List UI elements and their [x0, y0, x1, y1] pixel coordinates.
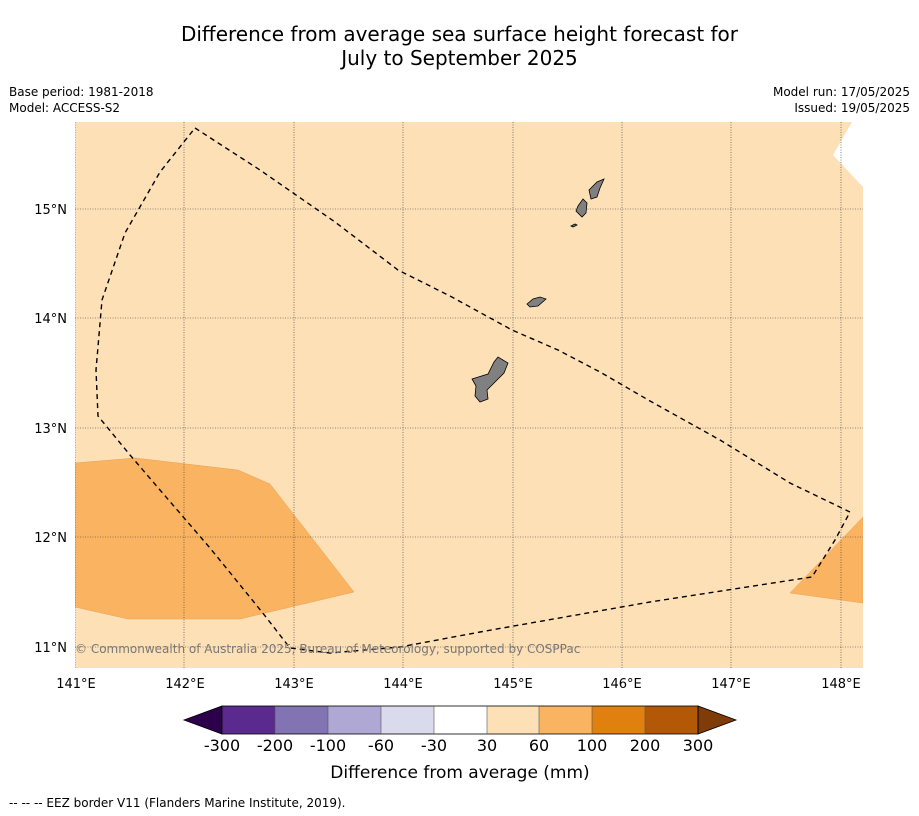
lat-label-11: 11°N [34, 641, 67, 656]
colorbar-tick-10: 300 [683, 736, 714, 755]
lon-label-141: 141°E [56, 677, 96, 692]
lon-label-144: 144°E [383, 677, 423, 692]
colorbar-tick-3: -100 [310, 736, 346, 755]
model-name: Model: ACCESS-S2 [9, 101, 121, 115]
copyright-notice: © Commonwealth of Australia 2025, Bureau… [75, 642, 580, 656]
map-title: Difference from average sea surface heig… [0, 22, 919, 70]
map-area: © Commonwealth of Australia 2025, Bureau… [75, 122, 863, 668]
colorbar-swatch-4 [381, 706, 434, 734]
lon-label-142: 142°E [165, 677, 205, 692]
colorbar-swatch-8 [592, 706, 645, 734]
island-tinian [575, 198, 588, 218]
colorbar-tick-9: 200 [630, 736, 661, 755]
colorbar-swatch-5 [434, 706, 487, 734]
colorbar-tick-8: 100 [577, 736, 608, 755]
colorbar-swatch-9 [645, 706, 698, 734]
lon-label-148: 148°E [821, 677, 861, 692]
model-run: Model run: 17/05/2025 [772, 85, 910, 99]
lon-label-143: 143°E [274, 677, 314, 692]
meta-right: Model run: 17/05/2025 Issued: 19/05/2025 [773, 84, 910, 116]
eez-legend-note: -- -- -- EEZ border V11 (Flanders Marine… [9, 796, 346, 810]
islands [471, 178, 605, 403]
eez-border [95, 127, 851, 654]
colorbar-swatch-2 [275, 706, 328, 734]
base-period: Base period: 1981-2018 [9, 85, 154, 99]
colorbar-label: Difference from average (mm) [330, 763, 589, 783]
colorbar-tick-4: -60 [368, 736, 394, 755]
lat-label-15: 15°N [34, 203, 67, 218]
title-line-2: July to September 2025 [341, 46, 578, 70]
colorbar-swatch-7 [539, 706, 592, 734]
island-guam [471, 356, 509, 403]
lat-label-13: 13°N [34, 422, 67, 437]
colorbar-outline [221, 705, 699, 735]
gridlines [75, 122, 863, 668]
lat-label-12: 12°N [34, 531, 67, 546]
colorbar-under-arrow [182, 705, 223, 735]
colorbar-swatch-3 [328, 706, 381, 734]
meta-left: Base period: 1981-2018 Model: ACCESS-S2 [9, 84, 154, 116]
lon-label-147: 147°E [711, 677, 751, 692]
title-line-1: Difference from average sea surface heig… [180, 22, 739, 46]
colorbar-over-arrow [697, 705, 738, 735]
island-aguijan [570, 223, 578, 228]
colorbar-swatch-6 [487, 706, 539, 734]
lat-label-14: 14°N [34, 312, 67, 327]
island-saipan [588, 178, 605, 200]
colorbar-tick-1: -300 [204, 736, 240, 755]
elevated-region-southwest [75, 457, 355, 620]
colorbar-swatch-1 [222, 706, 275, 734]
lat-tick-labels: 11°N 12°N 13°N 14°N 15°N [34, 203, 67, 656]
lon-label-145: 145°E [493, 677, 533, 692]
colorbar-tick-7: 60 [529, 736, 549, 755]
lon-label-146: 146°E [602, 677, 642, 692]
lon-tick-labels: 141°E 142°E 143°E 144°E 145°E 146°E 147°… [56, 677, 861, 692]
colorbar-tick-6: 30 [477, 736, 497, 755]
issued-date: Issued: 19/05/2025 [794, 101, 910, 115]
no-data-patch [833, 122, 863, 187]
colorbar: -300 -200 -100 -60 -30 30 60 100 200 300… [182, 705, 738, 783]
elevated-region-southeast [789, 516, 863, 604]
colorbar-tick-5: -30 [421, 736, 447, 755]
colorbar-tick-2: -200 [257, 736, 293, 755]
island-rota [526, 296, 547, 308]
